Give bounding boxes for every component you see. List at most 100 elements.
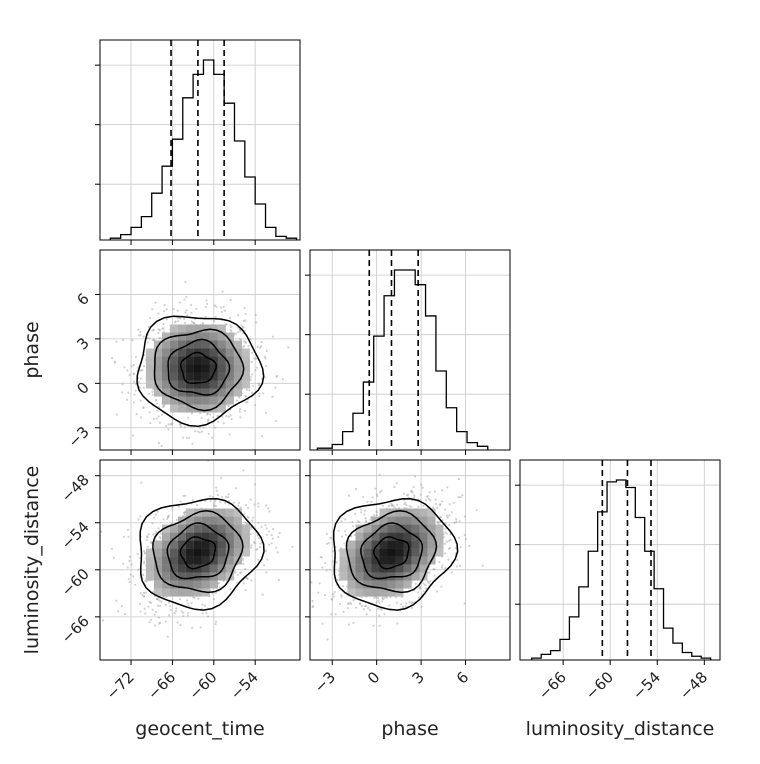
geocent_time-luminosity_distance-point	[143, 595, 146, 598]
geocent_time-phase-contour-1	[167, 338, 231, 396]
phase-luminosity_distance-density-cell	[339, 556, 348, 565]
geocent_time-phase-density-cell	[185, 332, 194, 341]
geocent_time-luminosity_distance-point	[278, 531, 281, 534]
phase-luminosity_distance-point	[364, 516, 367, 520]
geocent_time-phase-point	[139, 399, 142, 402]
geocent_time-1d-bin-4	[152, 193, 162, 240]
geocent_time-phase-density-cell	[241, 364, 250, 373]
geocent_time-luminosity_distance-density-cell	[177, 580, 186, 589]
phase-luminosity_distance-point	[387, 504, 391, 507]
geocent_time-phase-point	[152, 388, 155, 391]
phase-luminosity_distance-point	[419, 483, 423, 486]
geocent_time-luminosity_distance-point	[143, 560, 146, 563]
geocent_time-luminosity_distance-point	[253, 541, 256, 544]
geocent_time-phase-point	[245, 388, 248, 391]
phase-luminosity_distance-density-cell	[379, 524, 388, 533]
phase-1d-bin-6	[384, 296, 394, 450]
phase-luminosity_distance-density-cell	[395, 580, 404, 589]
geocent_time-phase-point	[196, 430, 199, 433]
phase-luminosity_distance-point	[417, 596, 421, 599]
geocent_time-phase-point	[151, 308, 154, 311]
phase-luminosity_distance-point	[405, 602, 408, 605]
geocent_time-luminosity_distance-point	[214, 591, 218, 595]
geocent_time-phase-point	[162, 405, 165, 409]
phase-luminosity_distance-point	[402, 492, 406, 495]
geocent_time-luminosity_distance-point	[193, 596, 196, 599]
geocent_time-phase-point	[123, 366, 126, 369]
phase-luminosity_distance-point	[455, 517, 458, 521]
phase-luminosity_distance-point	[355, 606, 358, 609]
phase-luminosity_distance-point	[413, 475, 417, 478]
geocent_time-phase-density-cell	[177, 380, 186, 389]
geocent_time-phase-density-cell	[177, 348, 186, 357]
geocent_time-phase-density-cell	[201, 380, 210, 389]
geocent_time-luminosity_distance-point	[257, 502, 260, 505]
phase-luminosity_distance-point	[358, 602, 361, 605]
geocent_time-luminosity_distance-point	[199, 626, 202, 629]
geocent_time-luminosity_distance-point	[146, 538, 149, 541]
geocent_time-phase-density-cell	[161, 372, 170, 381]
geocent_time-luminosity_distance-point	[244, 521, 247, 524]
phase-luminosity_distance-point	[311, 599, 314, 603]
geocent_time-luminosity_distance-point	[156, 597, 159, 601]
geocent_time-luminosity_distance-point	[265, 571, 268, 574]
geocent_time-phase-point	[152, 417, 155, 420]
geocent_time-phase-point	[139, 334, 142, 337]
phase-luminosity_distance-point	[326, 638, 329, 641]
phase-luminosity_distance-density-cell	[371, 556, 380, 565]
geocent_time-luminosity_distance-density-cell	[145, 556, 154, 565]
left-luminosity_distance-ytick-label-2: −54	[58, 518, 93, 553]
geocent_time-luminosity_distance-point	[181, 514, 185, 517]
phase-luminosity_distance-point	[447, 539, 451, 542]
phase-luminosity_distance-point	[340, 594, 343, 597]
phase-luminosity_distance-point	[344, 518, 347, 521]
geocent_time-phase-point	[89, 363, 91, 365]
phase-luminosity_distance-point	[438, 560, 441, 564]
geocent_time-phase-point	[137, 381, 141, 384]
geocent_time-luminosity_distance-point	[250, 519, 254, 522]
phase-luminosity_distance-point	[428, 580, 432, 583]
geocent_time-luminosity_distance-density-cell	[225, 516, 234, 525]
phase-luminosity_distance-plot-area	[310, 473, 484, 641]
geocent_time-phase-contour-2	[153, 328, 245, 412]
phase-luminosity_distance-density-cell	[403, 564, 412, 573]
phase-luminosity_distance-point	[450, 511, 453, 514]
geocent_time-luminosity_distance-point	[144, 552, 147, 555]
geocent_time-luminosity_distance-point	[190, 601, 193, 605]
geocent_time-phase-point	[254, 313, 257, 317]
luminosity_distance-1d-frame	[519, 459, 721, 661]
geocent_time-phase-point	[121, 338, 125, 341]
phase-luminosity_distance-point	[417, 591, 420, 594]
phase-luminosity_distance-point	[347, 623, 351, 626]
bottom-geocent_time-xtick-label-3: −54	[227, 668, 262, 703]
geocent_time-luminosity_distance-point	[218, 586, 221, 589]
geocent_time-luminosity_distance-point	[246, 577, 249, 580]
geocent_time-phase-point	[217, 420, 220, 423]
geocent_time-phase-point	[206, 418, 210, 422]
geocent_time-phase-point	[162, 404, 166, 408]
phase-luminosity_distance-point	[424, 587, 428, 590]
phase-luminosity_distance-point	[353, 533, 356, 537]
geocent_time-phase-density-cell	[225, 396, 234, 405]
geocent_time-luminosity_distance-point	[276, 551, 279, 554]
geocent_time-phase-density-cell	[233, 380, 242, 389]
geocent_time-luminosity_distance-point	[128, 559, 131, 563]
phase-luminosity_distance-point	[414, 582, 417, 585]
geocent_time-luminosity_distance-point	[258, 537, 261, 540]
geocent_time-phase-point	[133, 393, 136, 396]
geocent_time-phase-density-cell	[225, 356, 234, 365]
phase-luminosity_distance-point	[321, 566, 324, 569]
geocent_time-phase-point	[249, 376, 252, 379]
phase-luminosity_distance-density-cell	[379, 588, 388, 597]
phase-luminosity_distance-density-cell	[347, 548, 356, 557]
geocent_time-phase-point	[153, 338, 156, 341]
geocent_time-luminosity_distance-density-cell	[161, 556, 170, 565]
geocent_time-phase-density-cell	[225, 372, 234, 381]
phase-luminosity_distance-point	[444, 508, 447, 511]
geocent_time-phase-density-cell	[241, 380, 250, 389]
phase-luminosity_distance-point	[365, 519, 368, 522]
geocent_time-luminosity_distance-point	[249, 532, 252, 536]
geocent_time-1d-bin-15	[266, 227, 276, 240]
geocent_time-phase-density-cell	[225, 388, 234, 397]
geocent_time-1d-bin-6	[172, 139, 182, 240]
